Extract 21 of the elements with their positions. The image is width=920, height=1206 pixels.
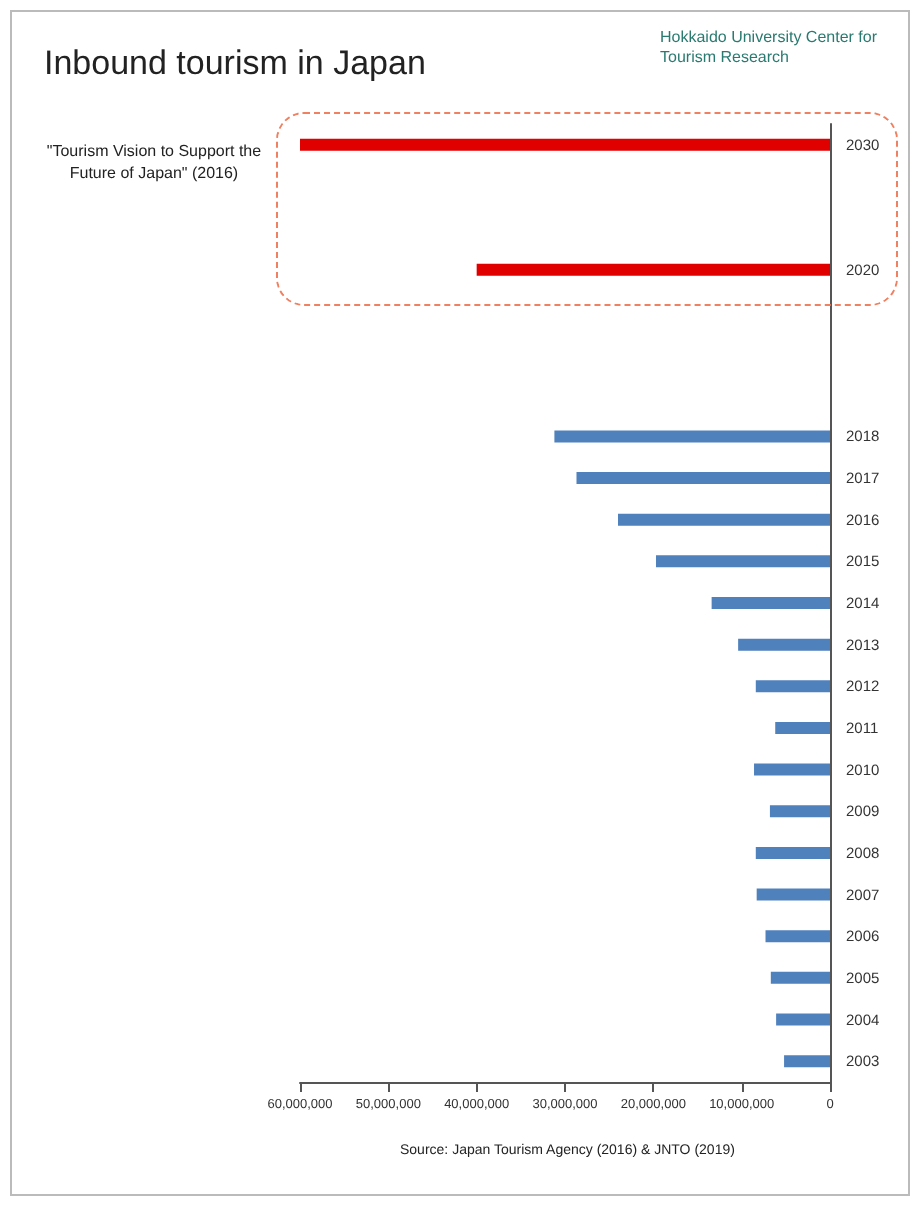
bar bbox=[784, 1055, 830, 1068]
bar bbox=[576, 472, 830, 485]
bar bbox=[765, 930, 830, 943]
bar bbox=[769, 805, 830, 818]
chart-title: Inbound tourism in Japan bbox=[44, 44, 426, 84]
bar bbox=[300, 138, 830, 151]
bar bbox=[755, 680, 830, 693]
bar bbox=[756, 888, 830, 901]
text: "Tourism Vision to Support the Future of Japan" (2016) bbox=[44, 140, 264, 184]
bar bbox=[655, 555, 830, 568]
bar bbox=[476, 263, 830, 276]
bar bbox=[711, 597, 830, 609]
bar bbox=[775, 721, 830, 734]
bar bbox=[618, 513, 830, 526]
bar bbox=[554, 430, 830, 443]
bar bbox=[738, 638, 830, 651]
bar bbox=[770, 971, 830, 984]
bar bbox=[755, 846, 830, 859]
bar bbox=[776, 1013, 830, 1026]
text: Hokkaido University Center for Tourism Research bbox=[660, 28, 879, 68]
bar bbox=[754, 763, 830, 776]
